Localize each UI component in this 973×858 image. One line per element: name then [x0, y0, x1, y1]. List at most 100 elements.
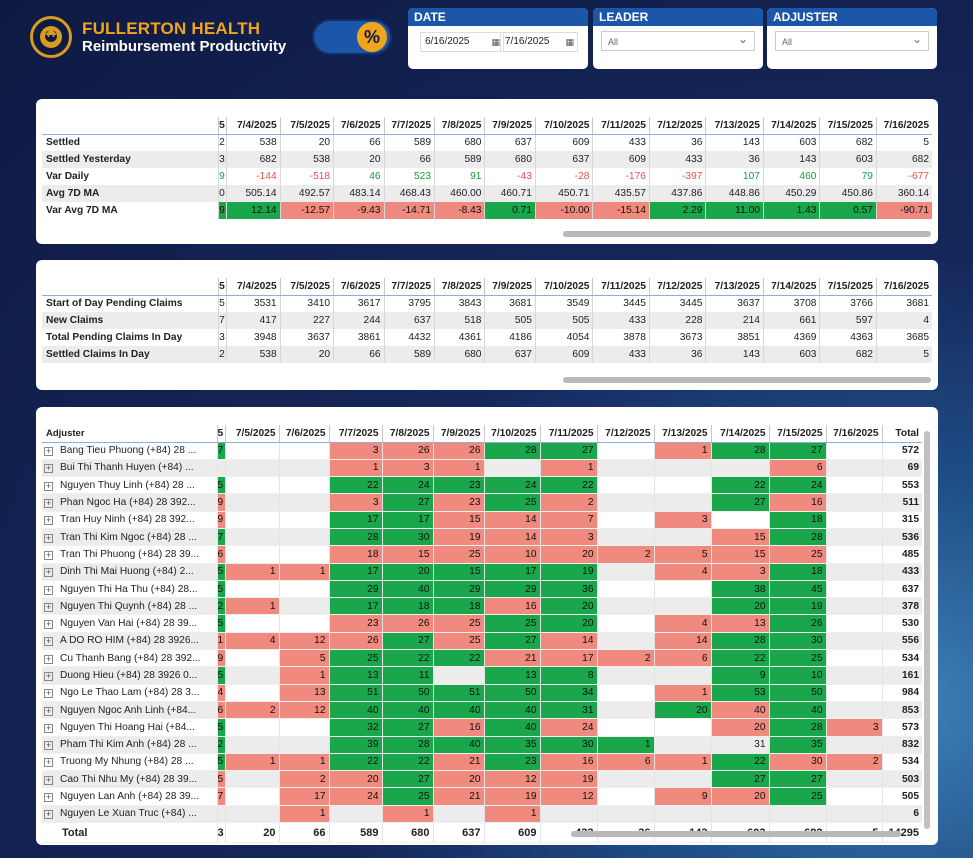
column-header[interactable]: 7/11/2025	[539, 425, 597, 443]
expand-icon[interactable]: +	[44, 809, 53, 820]
horizontal-scrollbar[interactable]	[563, 231, 931, 237]
expand-icon[interactable]: +	[44, 636, 53, 647]
chevron-down-icon[interactable]: ⌄	[737, 32, 748, 46]
column-header[interactable]: 7/12/2025	[596, 425, 654, 443]
expand-icon[interactable]: +	[44, 774, 53, 785]
expand-icon[interactable]: +	[44, 688, 53, 699]
expand-icon[interactable]: +	[44, 480, 53, 491]
column-header[interactable]: 7/4/2025	[226, 278, 281, 296]
expand-icon[interactable]: +	[44, 498, 53, 509]
expand-icon[interactable]: +	[44, 671, 53, 681]
column-header[interactable]: 7/11/2025	[592, 278, 650, 296]
column-header[interactable]: 7/14/2025	[762, 117, 820, 135]
percent-toggle[interactable]: %	[312, 19, 392, 55]
column-header[interactable]: 7/13/2025	[653, 425, 711, 443]
value-cell: 13	[278, 684, 329, 702]
column-header[interactable]: 7/14/2025	[762, 278, 820, 296]
column-header[interactable]: 7/8/2025	[381, 425, 433, 443]
expand-icon[interactable]: +	[44, 532, 53, 543]
column-header[interactable]: 7/16/2025	[875, 278, 932, 296]
column-header[interactable]: 7/8/2025	[433, 117, 485, 135]
adjuster-column-header[interactable]: Adjuster	[42, 425, 217, 443]
column-header[interactable]: Total	[881, 425, 922, 443]
expand-icon[interactable]: +	[44, 601, 53, 612]
column-header[interactable]: 7/6/2025	[333, 278, 385, 296]
column-header[interactable]: 7/7/2025	[383, 117, 435, 135]
column-header[interactable]: 7/6/2025	[333, 117, 385, 135]
column-header[interactable]: 7/5/2025	[224, 425, 279, 443]
column-header[interactable]: 7/8/2025	[433, 278, 485, 296]
value-cell: 14	[539, 632, 597, 651]
column-header[interactable]: 7/15/2025	[819, 117, 877, 135]
horizontal-scrollbar[interactable]	[571, 831, 901, 837]
expand-icon[interactable]: +	[44, 722, 53, 733]
column-header[interactable]: 7/15/2025	[819, 278, 877, 296]
expand-icon[interactable]: +	[44, 792, 53, 803]
column-header[interactable]: 7/5/2025	[279, 117, 334, 135]
horizontal-scrollbar[interactable]	[563, 377, 931, 383]
value-cell: 143	[705, 134, 764, 151]
leader-select[interactable]: All ⌄	[601, 31, 755, 51]
column-header[interactable]: 7/15/2025	[768, 425, 826, 443]
column-header[interactable]: 5	[218, 278, 227, 296]
row-total-cell: 161	[881, 666, 922, 685]
value-cell: 2	[539, 493, 597, 512]
expand-icon[interactable]: +	[44, 515, 53, 526]
total-cell: 589	[328, 822, 382, 844]
expand-icon[interactable]: +	[44, 567, 53, 578]
value-cell: 26	[768, 614, 826, 633]
column-header[interactable]: 7/13/2025	[705, 278, 764, 296]
column-header[interactable]: 7/9/2025	[432, 425, 484, 443]
value-cell: 27	[381, 718, 433, 737]
column-header[interactable]: 7/10/2025	[534, 117, 593, 135]
column-header[interactable]: 7/11/2025	[592, 117, 650, 135]
column-header[interactable]: 7/5/2025	[279, 278, 334, 296]
adjuster-select[interactable]: All ⌄	[775, 31, 929, 51]
column-header[interactable]: 7/16/2025	[825, 425, 882, 443]
value-cell: 30	[539, 736, 597, 754]
start-date-input[interactable]: 6/16/2025 ▦	[420, 32, 504, 52]
adjuster-name: Cu Thanh Bang (+84) 28 392...	[60, 652, 201, 664]
expand-icon[interactable]: +	[44, 619, 53, 630]
value-cell: 609	[534, 134, 593, 151]
value-cell: 6	[653, 649, 711, 668]
value-cell: 12	[278, 632, 329, 651]
column-header[interactable]: 7/7/2025	[328, 425, 382, 443]
expand-icon[interactable]: +	[44, 757, 53, 768]
expand-icon[interactable]: +	[44, 705, 53, 716]
column-header[interactable]: 7/6/2025	[278, 425, 329, 443]
calendar-icon[interactable]: ▦	[491, 37, 500, 47]
calendar-icon[interactable]: ▦	[565, 37, 574, 47]
column-header[interactable]: 7/9/2025	[484, 117, 536, 135]
value-cell: 1	[653, 684, 711, 702]
column-header[interactable]: 7/13/2025	[705, 117, 764, 135]
expand-icon[interactable]: +	[44, 740, 53, 751]
value-cell: 1	[224, 753, 279, 772]
expand-icon[interactable]: +	[44, 463, 53, 474]
column-header[interactable]: 7/4/2025	[226, 117, 281, 135]
expand-icon[interactable]: +	[44, 446, 53, 457]
value-cell: 637	[383, 312, 435, 329]
expand-icon[interactable]: +	[44, 549, 53, 560]
column-header[interactable]: 7/9/2025	[484, 278, 536, 296]
column-header[interactable]: 7/14/2025	[710, 425, 769, 443]
expand-icon[interactable]: +	[44, 584, 53, 595]
value-cell: 9	[653, 787, 711, 806]
vertical-scrollbar[interactable]	[924, 431, 930, 829]
expand-icon[interactable]: +	[44, 653, 53, 664]
percent-toggle-knob[interactable]: %	[357, 22, 387, 52]
value-cell	[653, 597, 711, 616]
chevron-down-icon[interactable]: ⌄	[911, 32, 922, 46]
value-cell	[825, 476, 882, 495]
column-header[interactable]: 7/16/2025	[875, 117, 932, 135]
column-header[interactable]: 5	[216, 425, 225, 443]
column-header[interactable]: 7/12/2025	[648, 117, 706, 135]
adjuster-name-cell: + Nguyen Le Xuan Truc (+84) ...	[42, 805, 217, 824]
column-header[interactable]: 7/10/2025	[534, 278, 593, 296]
end-date-input[interactable]: 7/16/2025 ▦	[500, 32, 578, 52]
column-header[interactable]: 7/10/2025	[483, 425, 540, 443]
column-header[interactable]: 5	[218, 117, 227, 135]
column-header[interactable]: 7/12/2025	[648, 278, 706, 296]
value-cell	[224, 476, 279, 495]
column-header[interactable]: 7/7/2025	[383, 278, 435, 296]
